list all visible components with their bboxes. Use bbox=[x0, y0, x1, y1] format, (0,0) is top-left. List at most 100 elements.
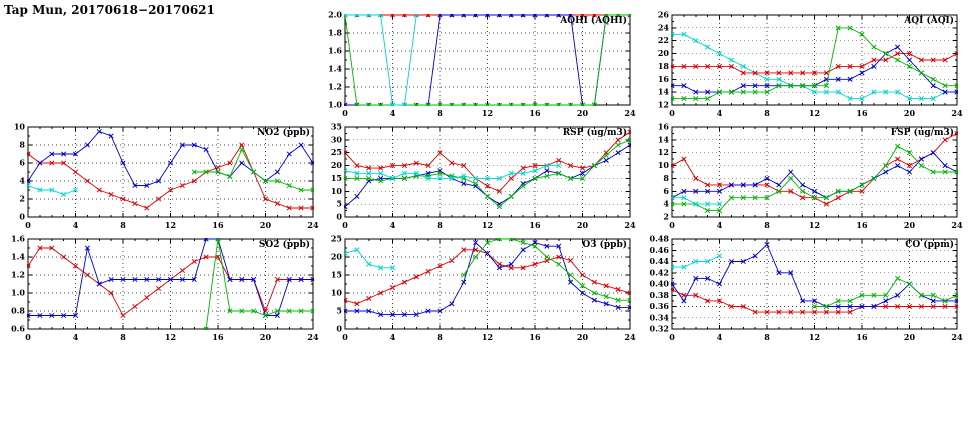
svg-text:1.2: 1.2 bbox=[11, 270, 25, 280]
chart-aqhi: 0 4 8 12 16 20 24 1.0 1.2 1.4 1.6 1.8 2.0 AQHI (AQHI) bbox=[315, 7, 642, 123]
aqi-series-green bbox=[671, 25, 958, 102]
svg-text:RSP (ug/m3): RSP (ug/m3) bbox=[563, 127, 627, 138]
svg-text:20: 20 bbox=[331, 160, 343, 170]
svg-text:16: 16 bbox=[529, 332, 541, 342]
svg-text:12: 12 bbox=[165, 220, 176, 230]
o3-series-blue bbox=[344, 240, 631, 318]
svg-text:0: 0 bbox=[342, 108, 348, 118]
svg-text:15: 15 bbox=[331, 270, 342, 280]
chart-o3: 0 4 8 12 16 20 24 0 5 10 15 20 25 O3 (ppb) bbox=[315, 231, 642, 347]
chart-so2: 0 4 8 12 16 20 24 0.6 0.8 1.0 1.2 1.4 1.6 SO2 (ppb) bbox=[0, 231, 325, 347]
svg-text:20: 20 bbox=[331, 252, 343, 262]
svg-text:0.32: 0.32 bbox=[650, 324, 669, 334]
svg-text:16: 16 bbox=[212, 220, 224, 230]
svg-text:0: 0 bbox=[669, 332, 675, 342]
svg-text:10: 10 bbox=[331, 186, 343, 196]
svg-text:26: 26 bbox=[658, 10, 670, 20]
svg-text:0.6: 0.6 bbox=[11, 324, 25, 334]
svg-text:2.0: 2.0 bbox=[328, 10, 342, 20]
svg-text:16: 16 bbox=[658, 122, 670, 132]
svg-text:4: 4 bbox=[73, 332, 79, 342]
co-plot: 0 4 8 12 16 20 240.320.340.360.380.400.420.440… bbox=[650, 234, 963, 343]
no2-series-blue bbox=[27, 128, 314, 189]
svg-text:15: 15 bbox=[331, 173, 342, 183]
so2-plot: 0 4 8 12 16 20 24 0.6 0.8 1.0 1.2 1.4 1.6 SO2 (ppb) bbox=[11, 234, 319, 343]
svg-text:AQHI (AQHI): AQHI (AQHI) bbox=[559, 15, 627, 26]
co-series-cyan bbox=[671, 253, 723, 270]
svg-text:6: 6 bbox=[19, 158, 25, 168]
svg-text:1.0: 1.0 bbox=[11, 288, 25, 298]
svg-text:4: 4 bbox=[19, 176, 25, 186]
svg-text:5: 5 bbox=[336, 199, 342, 209]
svg-text:20: 20 bbox=[904, 108, 916, 118]
svg-text:8: 8 bbox=[437, 220, 443, 230]
svg-text:4: 4 bbox=[73, 220, 79, 230]
fsp-series-green bbox=[671, 143, 958, 214]
svg-text:12: 12 bbox=[482, 332, 493, 342]
svg-text:10: 10 bbox=[331, 288, 343, 298]
so2-series-green bbox=[203, 238, 314, 330]
svg-text:0.36: 0.36 bbox=[650, 301, 670, 311]
svg-text:22: 22 bbox=[658, 35, 669, 45]
svg-text:0: 0 bbox=[342, 220, 348, 230]
svg-text:4: 4 bbox=[390, 220, 396, 230]
svg-text:24: 24 bbox=[307, 332, 319, 342]
o3-plot: 0 4 8 12 16 20 24 0 5 10 15 20 25 O3 (ppb) bbox=[331, 234, 636, 343]
svg-text:25: 25 bbox=[331, 234, 342, 244]
rsp-plot: 0 4 8 12 16 20 24 0 5 10 15 20 25 30 35 RSP (ug/m3) bbox=[331, 122, 636, 231]
svg-text:10: 10 bbox=[14, 122, 26, 132]
svg-text:16: 16 bbox=[658, 74, 670, 84]
svg-text:1.6: 1.6 bbox=[11, 234, 25, 244]
o3-series-green bbox=[461, 238, 631, 303]
aqi-series-red bbox=[671, 51, 958, 76]
aqhi-series-cyan bbox=[344, 14, 419, 106]
svg-text:24: 24 bbox=[951, 332, 963, 342]
svg-text:2: 2 bbox=[663, 212, 669, 222]
svg-text:12: 12 bbox=[482, 220, 493, 230]
svg-text:1.2: 1.2 bbox=[328, 82, 342, 92]
svg-text:8: 8 bbox=[764, 108, 770, 118]
svg-text:12: 12 bbox=[658, 147, 669, 157]
svg-text:0.42: 0.42 bbox=[650, 267, 669, 277]
svg-text:20: 20 bbox=[260, 220, 272, 230]
rsp-series-green bbox=[344, 137, 631, 210]
svg-text:O3 (ppb): O3 (ppb) bbox=[582, 239, 627, 250]
co-series-red bbox=[671, 287, 958, 315]
svg-text:30: 30 bbox=[331, 134, 343, 144]
o3-series-cyan bbox=[344, 247, 396, 271]
svg-text:24: 24 bbox=[624, 108, 636, 118]
so2-series-red bbox=[27, 245, 314, 319]
svg-text:NO2 (ppb): NO2 (ppb) bbox=[257, 127, 310, 138]
svg-text:14: 14 bbox=[658, 134, 670, 144]
svg-text:0.8: 0.8 bbox=[11, 306, 25, 316]
svg-text:24: 24 bbox=[624, 332, 636, 342]
svg-text:1.4: 1.4 bbox=[328, 64, 342, 74]
svg-text:0: 0 bbox=[25, 332, 31, 342]
svg-text:1.8: 1.8 bbox=[328, 28, 342, 38]
chart-rsp: 0 4 8 12 16 20 24 0 5 10 15 20 25 30 35 RSP (ug/m3) bbox=[315, 119, 642, 235]
svg-text:0: 0 bbox=[336, 324, 342, 334]
svg-text:24: 24 bbox=[624, 220, 636, 230]
svg-text:12: 12 bbox=[482, 108, 493, 118]
svg-text:16: 16 bbox=[856, 108, 868, 118]
svg-text:16: 16 bbox=[856, 332, 868, 342]
rsp-series-red bbox=[344, 129, 631, 194]
svg-text:1.6: 1.6 bbox=[328, 46, 342, 56]
aqi-series-cyan bbox=[671, 31, 958, 102]
svg-text:4: 4 bbox=[663, 199, 669, 209]
chart-no2: 0 4 8 12 16 20 24 0 2 4 6 8 10 NO2 (ppb) bbox=[0, 119, 325, 235]
rsp-series-cyan bbox=[344, 163, 562, 181]
svg-text:0.46: 0.46 bbox=[650, 245, 670, 255]
aqi-plot: 0 4 8 12 16 20 24 12 14 16 18 20 22 24 26 AQI (AQI) bbox=[658, 10, 963, 119]
svg-text:0: 0 bbox=[19, 212, 25, 222]
svg-text:20: 20 bbox=[904, 332, 916, 342]
svg-text:0.38: 0.38 bbox=[650, 290, 670, 300]
chart-aqi: 0 4 8 12 16 20 24 12 14 16 18 20 22 24 26 AQI (AQI) bbox=[642, 7, 969, 123]
svg-text:CO (ppm): CO (ppm) bbox=[905, 239, 954, 250]
svg-text:8: 8 bbox=[764, 332, 770, 342]
svg-text:12: 12 bbox=[809, 108, 820, 118]
svg-text:12: 12 bbox=[809, 220, 820, 230]
no2-series-cyan bbox=[27, 182, 79, 198]
